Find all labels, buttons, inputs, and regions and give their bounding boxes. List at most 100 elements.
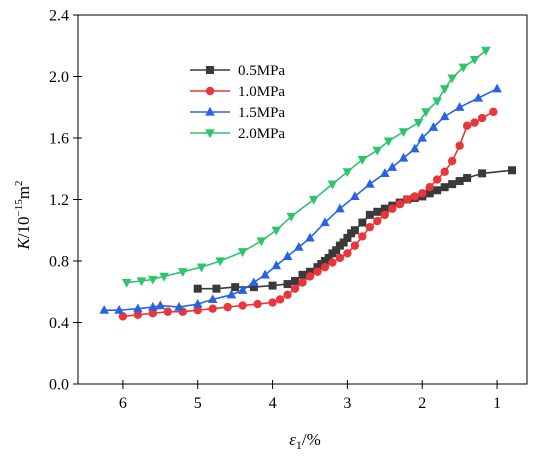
data-point-1-0mpa — [298, 278, 307, 287]
legend-marker — [206, 66, 214, 74]
data-point-1-0mpa — [470, 118, 479, 127]
legend-item-0-5mpa: 0.5MPa — [190, 63, 285, 79]
data-point-1-5mpa — [320, 217, 330, 227]
series-layer — [99, 46, 517, 321]
series-2-0mpa — [121, 46, 491, 288]
data-point-1-0mpa — [268, 298, 277, 307]
series-line-2-0mpa — [126, 49, 487, 284]
axis-titles: ε1/% K/10−15m2 — [13, 180, 321, 452]
data-point-1-0mpa — [313, 267, 322, 276]
data-point-1-0mpa — [410, 192, 419, 201]
y-tick-label: 2.0 — [49, 69, 69, 86]
data-point-1-5mpa — [380, 168, 390, 177]
series-1-0mpa — [118, 107, 498, 321]
data-point-1-0mpa — [418, 189, 427, 198]
data-point-2-0mpa — [432, 97, 442, 107]
series-0-5mpa — [193, 166, 517, 293]
data-point-1-0mpa — [462, 121, 472, 130]
data-point-1-0mpa — [395, 199, 404, 209]
data-point-1-5mpa — [409, 143, 420, 153]
data-point-1-0mpa — [365, 222, 375, 232]
x-tick-label: 1 — [493, 395, 501, 412]
legend-marker — [205, 129, 215, 139]
data-point-2-0mpa — [421, 108, 431, 118]
data-point-0-5mpa — [324, 253, 333, 262]
data-point-2-0mpa — [237, 248, 248, 257]
data-point-0-5mpa — [365, 210, 374, 219]
data-point-1-5mpa — [473, 92, 484, 102]
data-point-2-0mpa — [136, 277, 147, 287]
data-point-2-0mpa — [308, 195, 319, 205]
data-point-1-0mpa — [388, 204, 397, 213]
data-point-0-5mpa — [212, 284, 221, 293]
y-tick-label: 2.4 — [49, 8, 69, 25]
data-point-1-5mpa — [260, 269, 270, 279]
data-point-0-5mpa — [193, 284, 202, 293]
data-point-2-0mpa — [342, 168, 353, 178]
data-point-1-5mpa — [148, 301, 158, 311]
y-tick-label: 0.0 — [49, 377, 69, 394]
data-point-1-0mpa — [373, 216, 382, 226]
legend-label: 1.0MPa — [238, 84, 285, 100]
data-point-0-5mpa — [268, 281, 277, 290]
data-point-2-0mpa — [383, 137, 394, 147]
data-point-1-5mpa — [439, 111, 450, 121]
y-tick-label: 1.6 — [49, 131, 69, 148]
y-tick-label: 1.2 — [49, 192, 69, 209]
data-point-1-0mpa — [358, 232, 367, 241]
data-point-1-0mpa — [223, 302, 232, 312]
data-point-1-0mpa — [455, 141, 464, 150]
data-point-1-0mpa — [283, 290, 292, 300]
data-point-0-5mpa — [373, 207, 382, 216]
data-point-1-0mpa — [193, 306, 202, 315]
legend-label: 1.5MPa — [238, 105, 285, 121]
data-point-0-5mpa — [463, 173, 472, 182]
data-point-1-5mpa — [428, 122, 439, 131]
data-point-0-5mpa — [305, 267, 314, 276]
data-point-2-0mpa — [148, 275, 158, 285]
legend-item-1-5mpa: 1.5MPa — [190, 105, 285, 121]
y-axis-title-symbol: K — [14, 237, 33, 251]
x-axis-title: ε1/% — [289, 430, 321, 452]
data-point-1-5mpa — [99, 305, 109, 314]
data-point-1-5mpa — [398, 152, 409, 162]
data-point-0-5mpa — [332, 246, 341, 255]
data-point-2-0mpa — [177, 268, 188, 277]
data-point-1-5mpa — [226, 289, 237, 299]
legend-label: 2.0MPa — [238, 126, 285, 142]
legend-label: 0.5MPa — [238, 63, 285, 79]
data-point-0-5mpa — [350, 226, 359, 235]
data-point-1-5mpa — [454, 102, 465, 111]
data-point-1-0mpa — [335, 253, 345, 263]
data-point-2-0mpa — [439, 85, 450, 94]
data-point-0-5mpa — [249, 283, 258, 292]
data-point-1-0mpa — [290, 284, 300, 293]
data-point-2-0mpa — [159, 272, 169, 282]
x-axis-title-symbol: ε — [289, 430, 296, 449]
data-point-0-5mpa — [478, 169, 487, 178]
data-point-1-0mpa — [328, 258, 337, 267]
x-tick-label: 2 — [418, 395, 426, 412]
data-point-0-5mpa — [433, 186, 442, 195]
legend-item-1-0mpa: 1.0MPa — [190, 84, 285, 100]
legend-marker — [205, 106, 215, 116]
data-point-2-0mpa — [256, 237, 267, 247]
series-1-5mpa — [99, 83, 502, 314]
data-point-1-0mpa — [305, 272, 315, 281]
data-point-1-5mpa — [417, 132, 428, 142]
data-point-1-0mpa — [477, 113, 487, 123]
data-point-1-0mpa — [489, 107, 498, 117]
legend: 0.5MPa 1.0MPa 1.5MPa 2.0MPa — [190, 63, 285, 142]
data-point-1-5mpa — [350, 191, 360, 201]
data-point-1-0mpa — [343, 249, 352, 258]
data-point-1-5mpa — [293, 241, 304, 251]
data-point-1-5mpa — [492, 83, 502, 93]
x-axis-title-unit: /% — [302, 430, 321, 449]
data-point-2-0mpa — [413, 119, 424, 128]
x-tick-label: 6 — [119, 395, 127, 412]
y-axis-title: K/10−15m2 — [13, 180, 33, 250]
data-point-0-5mpa — [298, 270, 307, 279]
data-point-2-0mpa — [447, 74, 457, 84]
data-point-1-5mpa — [155, 300, 166, 310]
data-point-0-5mpa — [343, 233, 352, 242]
